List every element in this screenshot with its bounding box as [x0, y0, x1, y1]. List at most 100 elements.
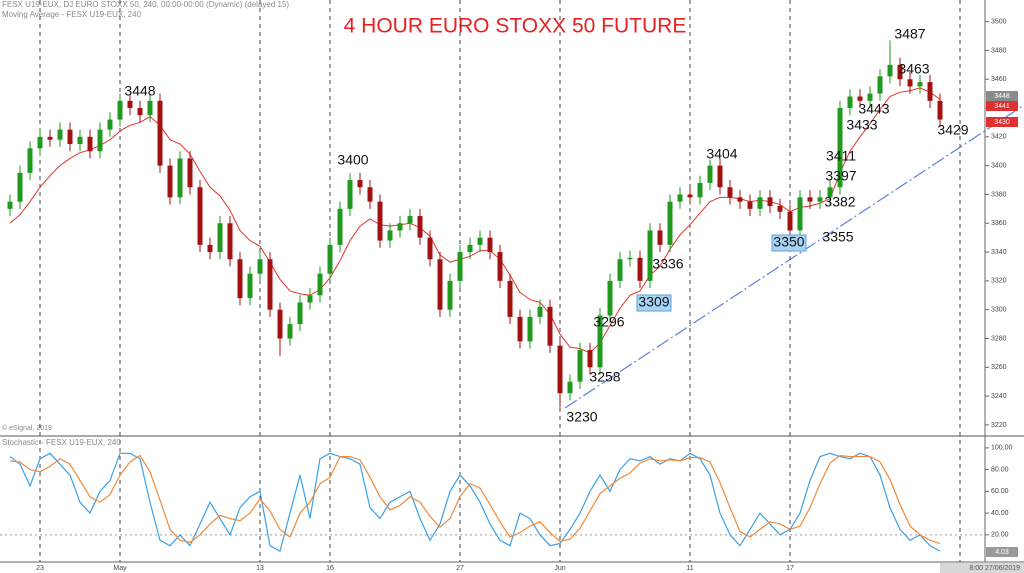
x-tick-label: Jun — [554, 565, 565, 572]
header-line: Moving Average - FESX U19-EUX, 240 — [2, 10, 142, 19]
price-annotation: 3411 — [826, 148, 856, 164]
candle-body — [477, 237, 483, 245]
annotation-box — [636, 294, 672, 312]
candle-body — [627, 257, 633, 260]
candle-body — [657, 230, 663, 245]
y-tick-label: 3380 — [991, 191, 1007, 198]
candle-body — [7, 201, 13, 209]
y-tick-label: 3340 — [991, 249, 1007, 256]
candle-body — [387, 230, 393, 241]
candle-body — [787, 211, 793, 231]
trend-line — [564, 104, 1024, 409]
candle-body — [487, 237, 493, 253]
candle-body — [617, 259, 623, 281]
candle-body — [67, 129, 73, 145]
y-tick-label: 3480 — [991, 47, 1007, 54]
y-tick-label: 3280 — [991, 335, 1007, 342]
candle-body — [917, 82, 923, 87]
annotation-box — [771, 234, 807, 252]
candle-body — [397, 223, 403, 231]
y-tick-label: 3320 — [991, 278, 1007, 285]
header-line: FESX U19-EUX, DJ EURO STOXX 50, 240, 00:… — [2, 0, 289, 9]
candle-body — [407, 216, 413, 224]
price-annotation: 3487 — [894, 26, 925, 42]
candle-body — [107, 119, 113, 130]
candle-body — [177, 158, 183, 198]
candle-body — [17, 172, 23, 202]
moving-average-line — [9, 87, 941, 354]
candle-body — [337, 208, 343, 245]
candle-body — [607, 280, 613, 316]
candle-body — [327, 244, 333, 274]
candle-body — [427, 237, 433, 260]
y-tick-label: 3260 — [991, 364, 1007, 371]
y-tick-label: 3420 — [991, 134, 1007, 141]
candle-body — [367, 187, 373, 202]
candle-body — [207, 244, 213, 253]
candle-body — [907, 79, 913, 87]
stoch-tick-label: 60.00 — [991, 488, 1009, 495]
candle-body — [257, 259, 263, 274]
candle-body — [877, 76, 883, 94]
copyright: © eSignal, 2019 — [2, 424, 52, 432]
candle-body — [117, 100, 123, 120]
candle-body — [517, 316, 523, 342]
candle-body — [597, 315, 603, 368]
candle-body — [807, 197, 813, 202]
y-tick-label: 3240 — [991, 393, 1007, 400]
price-tag-box — [986, 117, 1018, 127]
stoch-tick-label: 20.00 — [991, 532, 1009, 539]
candle-body — [577, 350, 583, 382]
x-tick-label: 17 — [786, 565, 794, 572]
candle-body — [727, 187, 733, 198]
candle-body — [857, 96, 863, 101]
candle-body — [377, 201, 383, 241]
candle-body — [127, 100, 133, 109]
candle-body — [157, 100, 163, 166]
price-annotation: 3404 — [706, 146, 737, 162]
stoch-tag-box — [986, 547, 1018, 557]
stochastic-line — [9, 454, 941, 545]
candle-body — [447, 280, 453, 310]
y-tick-label: 3500 — [991, 18, 1007, 25]
price-annotation: 3230 — [566, 409, 597, 425]
x-tick-label: 27 — [456, 565, 464, 572]
x-tick-label: 13 — [256, 565, 264, 572]
price-annotation: 3429 — [937, 122, 968, 138]
candle-body — [557, 345, 563, 394]
price-annotation: 3355 — [822, 229, 853, 245]
candle-body — [57, 129, 63, 140]
y-tick-label: 3400 — [991, 162, 1007, 169]
price-annotation: 3309 — [638, 294, 669, 310]
price-tag: 3448 — [994, 93, 1010, 100]
x-tick-label: 23 — [36, 565, 44, 572]
stochastic-title: Stochastic - FESX U19-EUX, 240 — [2, 438, 121, 447]
candle-body — [837, 108, 843, 188]
candle-body — [277, 309, 283, 339]
price-annotation: 3448 — [124, 83, 155, 99]
y-tick-label: 3360 — [991, 220, 1007, 227]
candle-body — [347, 180, 353, 209]
candle-body — [297, 302, 303, 325]
candle-body — [927, 82, 933, 101]
candle-body — [497, 252, 503, 281]
candle-body — [717, 165, 723, 188]
candle-body — [687, 194, 693, 198]
candle-body — [37, 136, 43, 149]
candle-body — [527, 316, 533, 342]
candle-body — [567, 381, 573, 394]
stoch-tag: 4.03 — [995, 549, 1009, 556]
candle-body — [747, 201, 753, 209]
candle-body — [507, 280, 513, 317]
stoch-tick-label: 80.00 — [991, 466, 1009, 473]
x-tick-label: May — [113, 565, 127, 572]
price-tag-box — [986, 101, 1018, 111]
candle-body — [47, 136, 53, 140]
candle-body — [137, 108, 143, 116]
y-tick-label: 3220 — [991, 422, 1007, 429]
price-annotation: 3463 — [898, 61, 929, 77]
candle-body — [287, 324, 293, 339]
candle-body — [317, 273, 323, 296]
